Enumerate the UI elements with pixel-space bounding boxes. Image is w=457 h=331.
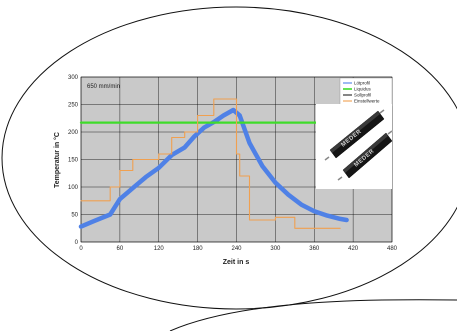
x-axis-label: Zeit in s <box>223 259 250 266</box>
x-tick-labels: 0 60 120 180 240 300 360 420 480 <box>79 246 397 252</box>
y-tick-label-2: 100 <box>68 185 79 191</box>
second-bubble-outline <box>169 299 457 331</box>
legend-label-1: Liquidus <box>354 87 372 92</box>
series-lines <box>78 98 349 229</box>
x-tick-label-8: 480 <box>387 246 398 252</box>
x-tick-label-5: 300 <box>270 246 281 252</box>
speed-annotation: 650 mm/min <box>87 84 120 90</box>
x-tick-label-2: 120 <box>154 246 165 252</box>
x-tick-label-0: 0 <box>79 246 83 252</box>
y-tick-label-3: 150 <box>68 158 79 164</box>
y-tick-label-5: 250 <box>68 103 79 109</box>
y-tick-labels: 0 50 100 150 200 250 300 <box>68 75 79 246</box>
y-tick-label-6: 300 <box>68 75 79 81</box>
x-tick-label-3: 180 <box>193 246 204 252</box>
x-tick-label-4: 240 <box>231 246 242 252</box>
y-tick-label-0: 0 <box>75 240 79 246</box>
legend-label-3: Einstellwerte <box>354 99 380 104</box>
product-photo: MEDER MEDER <box>316 104 393 189</box>
legend-label-0: Lötprofil <box>354 81 370 86</box>
y-tick-label-4: 200 <box>68 130 79 136</box>
series-line-0 <box>78 107 349 229</box>
x-tick-label-7: 420 <box>348 246 359 252</box>
series-line-3 <box>80 98 341 229</box>
y-axis-label: Temperatur in °C <box>53 132 61 188</box>
legend-label-2: Sollprofil <box>354 93 371 98</box>
y-tick-label-1: 50 <box>71 213 78 219</box>
x-tick-label-6: 360 <box>309 246 320 252</box>
x-tick-label-1: 60 <box>117 246 124 252</box>
